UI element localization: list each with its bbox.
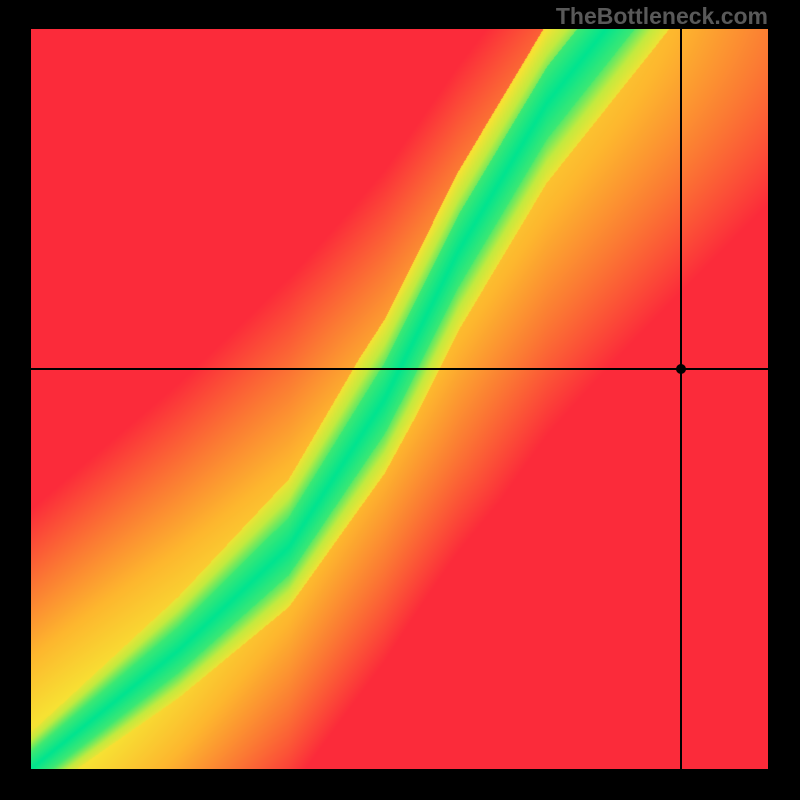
- bottleneck-heatmap: [31, 29, 768, 769]
- watermark-text: TheBottleneck.com: [556, 3, 768, 30]
- crosshair-vertical: [680, 29, 682, 769]
- crosshair-horizontal: [31, 368, 768, 370]
- chart-container: TheBottleneck.com: [0, 0, 800, 800]
